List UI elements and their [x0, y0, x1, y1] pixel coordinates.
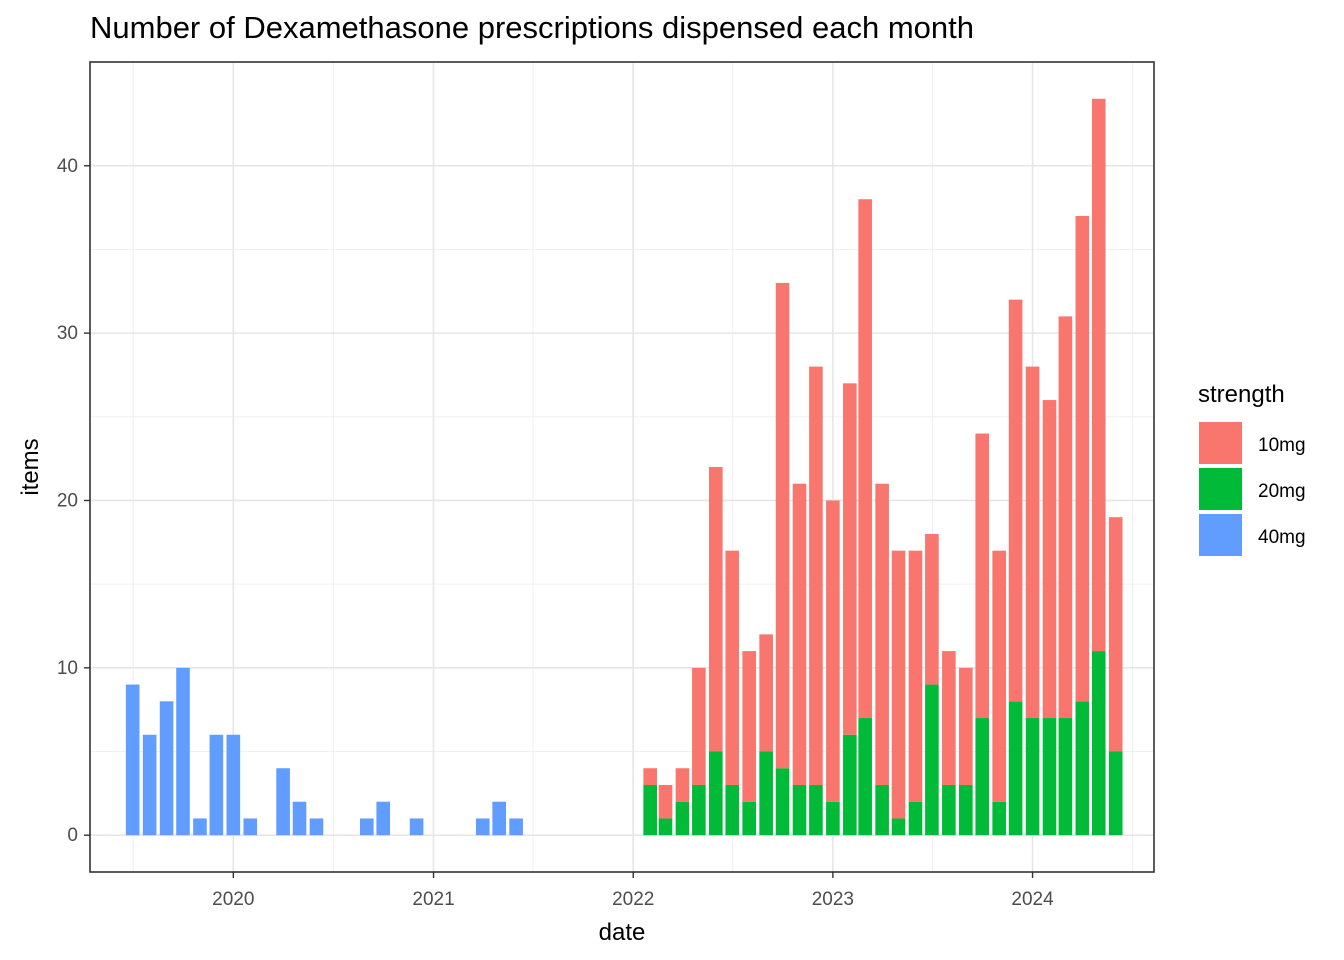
bar-10mg-2023-01 — [826, 500, 840, 802]
x-tick-label: 2021 — [412, 889, 454, 910]
bar-40mg-2021-05 — [492, 801, 506, 836]
bar-40mg-2020-01 — [226, 734, 241, 836]
bar-40mg-2020-12 — [409, 818, 424, 836]
bar-20mg-2022-08 — [742, 801, 756, 836]
bar-10mg-2022-03 — [658, 784, 673, 819]
bar-40mg-2021-06 — [509, 818, 523, 836]
bar-20mg-2022-04 — [675, 801, 690, 836]
bar-40mg-2020-05 — [292, 801, 307, 836]
bar-20mg-2023-11 — [992, 801, 1006, 836]
x-axis-title: date — [599, 919, 646, 946]
bar-10mg-2022-11 — [792, 483, 807, 785]
bar-10mg-2023-08 — [942, 651, 956, 785]
bar-40mg-2020-02 — [243, 818, 258, 836]
bar-20mg-2023-02 — [843, 734, 857, 836]
bar-20mg-2022-09 — [759, 751, 773, 836]
bar-20mg-2024-04 — [1075, 701, 1090, 836]
bar-10mg-2023-11 — [992, 550, 1006, 802]
bar-40mg-2020-04 — [276, 768, 290, 836]
bar-10mg-2022-02 — [643, 768, 657, 785]
legend-key-10mg — [1199, 422, 1242, 464]
x-tick-label: 2022 — [612, 889, 654, 910]
bar-40mg-2019-08 — [142, 734, 157, 836]
bar-10mg-2024-02 — [1042, 400, 1057, 719]
bar-40mg-2020-09 — [360, 818, 374, 836]
legend-title: strength — [1198, 381, 1285, 408]
bar-20mg-2023-09 — [959, 784, 973, 836]
bar-20mg-2023-06 — [908, 801, 923, 836]
bar-20mg-2023-04 — [875, 784, 889, 836]
bar-10mg-2024-06 — [1108, 517, 1123, 752]
x-tick-label: 2023 — [812, 889, 854, 910]
y-tick-label: 20 — [57, 490, 78, 511]
bar-20mg-2024-03 — [1058, 718, 1073, 836]
legend: strength 10mg 20mg 40mg — [1198, 381, 1306, 556]
bar-20mg-2023-05 — [891, 818, 906, 836]
bar-10mg-2022-07 — [725, 550, 740, 785]
bar-20mg-2023-08 — [942, 784, 956, 836]
bar-40mg-2020-10 — [376, 801, 391, 836]
panel-border — [89, 61, 1155, 873]
bar-10mg-2023-12 — [1008, 299, 1023, 702]
legend-label-10mg: 10mg — [1258, 435, 1306, 456]
legend-label-40mg: 40mg — [1258, 527, 1306, 548]
bar-20mg-2022-05 — [692, 784, 706, 836]
bar-10mg-2022-04 — [675, 768, 690, 802]
bar-20mg-2024-05 — [1091, 651, 1106, 836]
bar-10mg-2023-07 — [925, 533, 939, 685]
y-tick-label: 10 — [57, 658, 78, 679]
bar-40mg-2021-04 — [475, 818, 490, 836]
bar-10mg-2022-12 — [809, 366, 823, 785]
legend-label-20mg: 20mg — [1258, 481, 1306, 502]
bar-20mg-2022-12 — [809, 784, 823, 836]
bar-20mg-2022-03 — [658, 818, 673, 836]
bar-20mg-2024-06 — [1108, 751, 1123, 836]
bar-10mg-2024-04 — [1075, 215, 1090, 702]
bar-10mg-2023-02 — [843, 383, 857, 735]
bar-40mg-2019-11 — [193, 818, 207, 836]
bar-10mg-2024-03 — [1058, 316, 1073, 719]
bar-40mg-2019-09 — [159, 701, 174, 836]
bar-10mg-2022-08 — [742, 651, 756, 802]
bar-10mg-2024-01 — [1025, 366, 1040, 719]
bar-20mg-2022-11 — [792, 784, 807, 836]
bar-10mg-2023-09 — [959, 667, 973, 785]
bar-10mg-2023-10 — [975, 433, 990, 719]
bar-10mg-2023-05 — [891, 550, 906, 819]
bar-20mg-2024-01 — [1025, 718, 1040, 836]
bar-20mg-2023-10 — [975, 718, 990, 836]
chart-title: Number of Dexamethasone prescriptions di… — [90, 10, 974, 45]
x-tick-label: 2020 — [212, 889, 254, 910]
bar-20mg-2023-03 — [858, 718, 872, 836]
bar-10mg-2023-03 — [858, 199, 872, 719]
bar-10mg-2022-06 — [709, 467, 723, 752]
bar-10mg-2022-09 — [759, 634, 773, 752]
bar-20mg-2022-10 — [775, 768, 790, 836]
x-tick-label: 2024 — [1011, 889, 1054, 910]
bar-10mg-2024-05 — [1091, 98, 1106, 652]
y-tick-label: 40 — [57, 156, 78, 177]
bar-10mg-2022-05 — [692, 667, 706, 785]
bar-40mg-2020-06 — [309, 818, 324, 836]
bar-10mg-2023-06 — [908, 550, 923, 802]
bar-10mg-2022-10 — [775, 282, 790, 769]
bar-20mg-2022-02 — [643, 784, 657, 836]
bar-10mg-2023-04 — [875, 483, 889, 785]
bar-20mg-2023-12 — [1008, 701, 1023, 836]
y-axis-title: items — [17, 438, 44, 495]
y-tick-label: 30 — [57, 323, 78, 344]
y-tick-label: 0 — [67, 825, 78, 846]
bar-20mg-2023-01 — [826, 801, 840, 836]
bar-20mg-2024-02 — [1042, 718, 1057, 836]
bar-20mg-2022-07 — [725, 784, 740, 836]
legend-key-20mg — [1199, 468, 1242, 510]
bar-40mg-2019-10 — [176, 667, 190, 836]
bar-20mg-2023-07 — [925, 684, 939, 836]
bar-40mg-2019-07 — [125, 684, 140, 836]
legend-key-40mg — [1199, 514, 1242, 556]
bar-20mg-2022-06 — [709, 751, 723, 836]
bar-40mg-2019-12 — [209, 734, 224, 836]
